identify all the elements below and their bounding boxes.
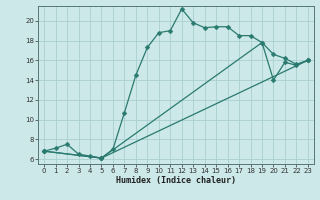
X-axis label: Humidex (Indice chaleur): Humidex (Indice chaleur) (116, 176, 236, 185)
